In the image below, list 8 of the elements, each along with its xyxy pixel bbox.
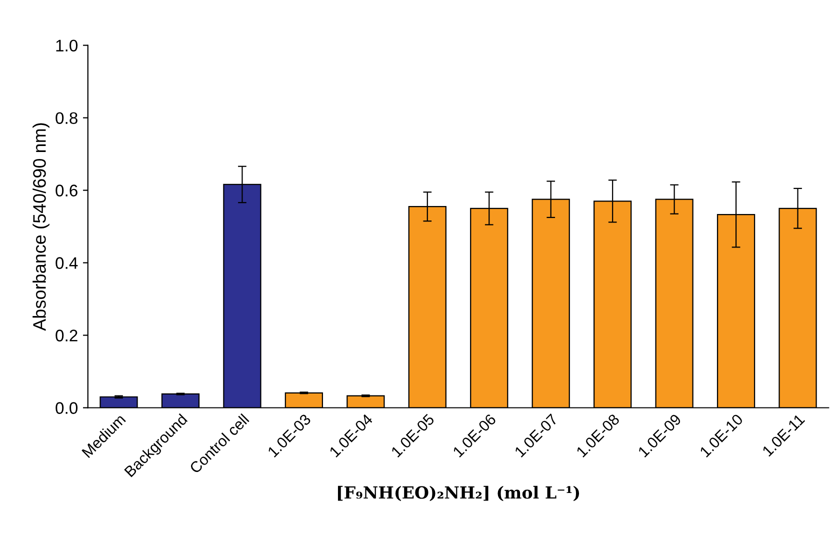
- y-tick-label: 0.0: [56, 402, 78, 414]
- x-axis-title: [F₉NH(EO)₂NH₂] (mol L⁻¹): [338, 486, 580, 502]
- y-tick-label: 0.6: [56, 184, 78, 196]
- y-tick-label: 0.4: [56, 257, 78, 269]
- y-tick-label: 0.2: [56, 330, 78, 342]
- y-tick-label: 1.0: [56, 40, 78, 52]
- y-tick-label: 0.8: [56, 112, 78, 124]
- y-axis-title: Absorbance (540/690 nm): [32, 123, 50, 331]
